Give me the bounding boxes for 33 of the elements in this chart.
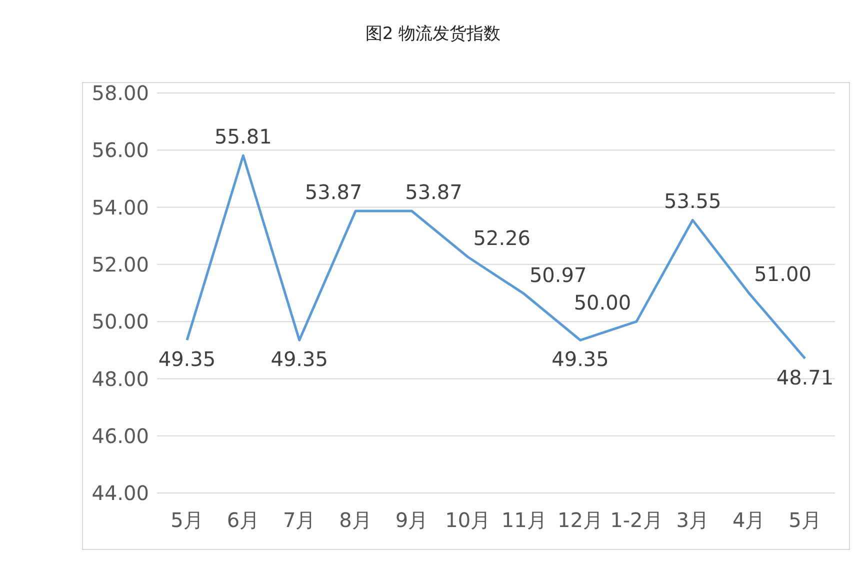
y-tick-label: 44.00 [92,481,149,506]
y-tick-label: 56.00 [92,138,149,162]
y-tick-label: 50.00 [92,310,149,334]
data-label: 55.81 [214,124,272,149]
x-tick-label: 4月 [732,508,766,532]
data-label: 48.71 [776,365,834,390]
x-tick-label: 5月 [170,508,204,532]
x-tick-label: 12月 [558,508,603,532]
y-tick-label: 52.00 [92,252,149,277]
data-label: 53.55 [664,189,722,214]
chart-title: 图2 物流发货指数 [364,23,502,46]
x-tick-label: 10月 [445,508,491,532]
x-tick-label: 7月 [282,508,316,532]
y-tick-label: 54.00 [92,195,149,220]
x-tick-label: 8月 [339,508,372,532]
data-label: 51.00 [754,262,812,286]
y-tick-label: 46.00 [92,424,149,448]
y-tick-label: 48.00 [92,366,149,391]
data-label: 50.97 [529,262,587,287]
x-tick-label: 11月 [501,508,547,532]
data-label: 53.87 [304,180,362,204]
y-tick-label: 58.00 [92,81,149,106]
data-label: 50.00 [574,290,632,315]
data-label: 53.87 [405,180,462,204]
data-label: 49.35 [552,347,609,372]
data-label: 49.35 [158,347,216,372]
data-label: 49.35 [270,347,328,372]
x-tick-label: 1-2月 [610,508,663,532]
x-tick-label: 3月 [676,508,710,532]
x-tick-label: 9月 [395,508,428,532]
x-tick-label: 5月 [788,508,822,532]
data-label: 52.26 [473,226,531,250]
x-tick-label: 6月 [226,508,260,532]
